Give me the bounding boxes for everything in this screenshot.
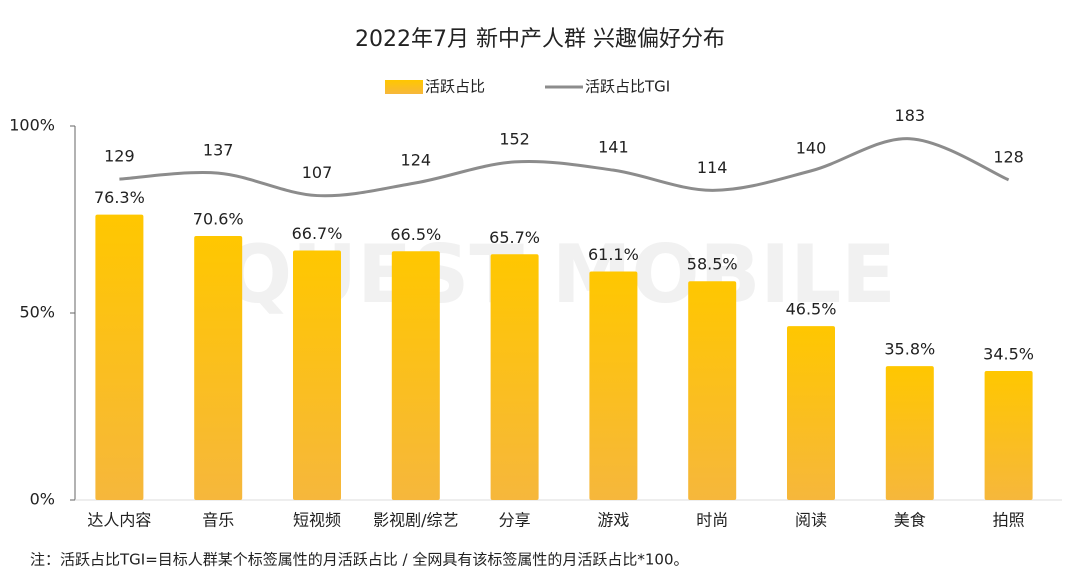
bar-value-label: 46.5% bbox=[786, 300, 837, 319]
x-tick-label: 阅读 bbox=[795, 511, 827, 530]
line-value-label: 140 bbox=[796, 138, 827, 157]
bar-value-label: 61.1% bbox=[588, 245, 639, 264]
line-value-label: 107 bbox=[302, 163, 333, 182]
bar bbox=[194, 235, 243, 500]
bar-value-label: 66.5% bbox=[390, 225, 441, 244]
line-value-label: 141 bbox=[598, 138, 629, 157]
x-tick-label: 影视剧/综艺 bbox=[373, 511, 458, 530]
bar bbox=[885, 366, 934, 500]
bar bbox=[490, 254, 539, 500]
bar-value-label: 58.5% bbox=[687, 255, 738, 274]
line-value-label: 183 bbox=[895, 106, 926, 125]
x-tick-label: 音乐 bbox=[202, 511, 234, 530]
legend-label: 活跃占比 bbox=[425, 78, 485, 96]
line-value-label: 124 bbox=[401, 150, 432, 169]
x-tick-label: 时尚 bbox=[696, 511, 728, 530]
bar-value-label: 65.7% bbox=[489, 228, 540, 247]
bar bbox=[984, 370, 1033, 500]
x-tick-label: 游戏 bbox=[597, 511, 629, 530]
bar-value-label: 66.7% bbox=[292, 224, 343, 243]
line-value-label: 152 bbox=[499, 129, 530, 148]
bar-value-label: 76.3% bbox=[94, 188, 145, 207]
line-value-label: 129 bbox=[104, 147, 135, 166]
legend-swatch bbox=[385, 80, 423, 94]
bar bbox=[787, 326, 835, 500]
x-tick-label: 拍照 bbox=[993, 511, 1025, 530]
bar-value-label: 34.5% bbox=[983, 344, 1034, 363]
x-tick-label: 达人内容 bbox=[87, 511, 151, 530]
x-tick-label: 美食 bbox=[894, 511, 926, 530]
tgi-line bbox=[119, 137, 1010, 198]
line-value-label: 137 bbox=[203, 141, 234, 160]
bar-value-label: 35.8% bbox=[884, 340, 935, 359]
x-tick-label: 短视频 bbox=[293, 511, 341, 530]
y-tick-label: 100% bbox=[9, 116, 55, 135]
legend-label: 活跃占比TGI bbox=[585, 78, 670, 96]
chart-title: 2022年7月 新中产人群 兴趣偏好分布 bbox=[355, 27, 725, 52]
y-tick-label: 50% bbox=[19, 303, 55, 322]
bar bbox=[688, 281, 737, 500]
line-value-label: 114 bbox=[697, 158, 728, 177]
bar bbox=[589, 271, 638, 500]
y-tick-label: 0% bbox=[30, 490, 55, 509]
bar bbox=[293, 250, 341, 500]
note: 注：活跃占比TGI=目标人群某个标签属性的月活跃占比 / 全网具有该标签属性的月… bbox=[30, 551, 689, 569]
bar-value-label: 70.6% bbox=[193, 209, 244, 228]
bar bbox=[95, 214, 144, 500]
bar bbox=[391, 251, 440, 500]
x-tick-label: 分享 bbox=[499, 511, 531, 530]
line-value-label: 128 bbox=[993, 147, 1024, 166]
